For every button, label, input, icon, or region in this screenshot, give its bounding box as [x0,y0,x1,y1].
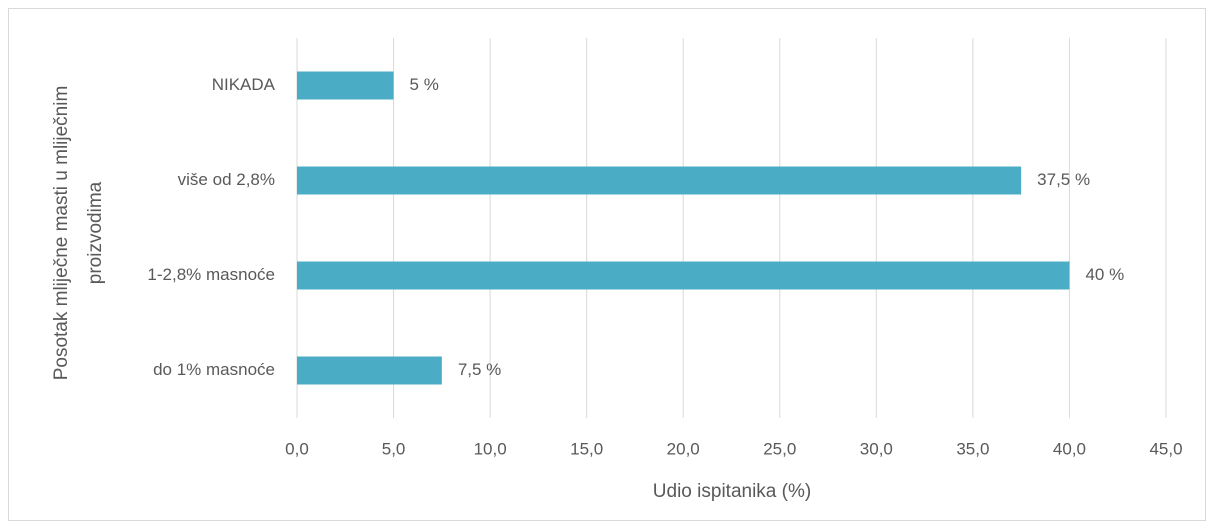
data-label: 5 % [410,75,439,94]
bar [297,166,1022,195]
y-axis-title: proizvodima [85,181,106,284]
y-axis-title: Posotak mliječne masti u mliječnim [51,86,72,381]
x-tick-label: 0,0 [285,439,309,458]
x-tick-label: 40,0 [1053,439,1086,458]
y-tick-label: do 1% masnoće [153,360,275,379]
data-label: 37,5 % [1037,170,1090,189]
data-label: 40 % [1085,265,1124,284]
bar [297,356,442,385]
x-tick-label: 25,0 [763,439,796,458]
y-tick-label: NIKADA [212,75,276,94]
x-tick-label: 35,0 [956,439,989,458]
x-tick-label: 5,0 [382,439,406,458]
y-tick-label: više od 2,8% [178,170,275,189]
data-label: 7,5 % [458,360,501,379]
bar [297,71,394,100]
y-tick-label: 1-2,8% masnoće [147,265,275,284]
x-axis-title: Udio ispitanika (%) [653,481,811,502]
x-tick-label: 20,0 [667,439,700,458]
x-tick-label: 15,0 [570,439,603,458]
x-tick-label: 10,0 [474,439,507,458]
bar [297,261,1070,290]
x-tick-label: 30,0 [860,439,893,458]
x-tick-label: 45,0 [1149,439,1182,458]
